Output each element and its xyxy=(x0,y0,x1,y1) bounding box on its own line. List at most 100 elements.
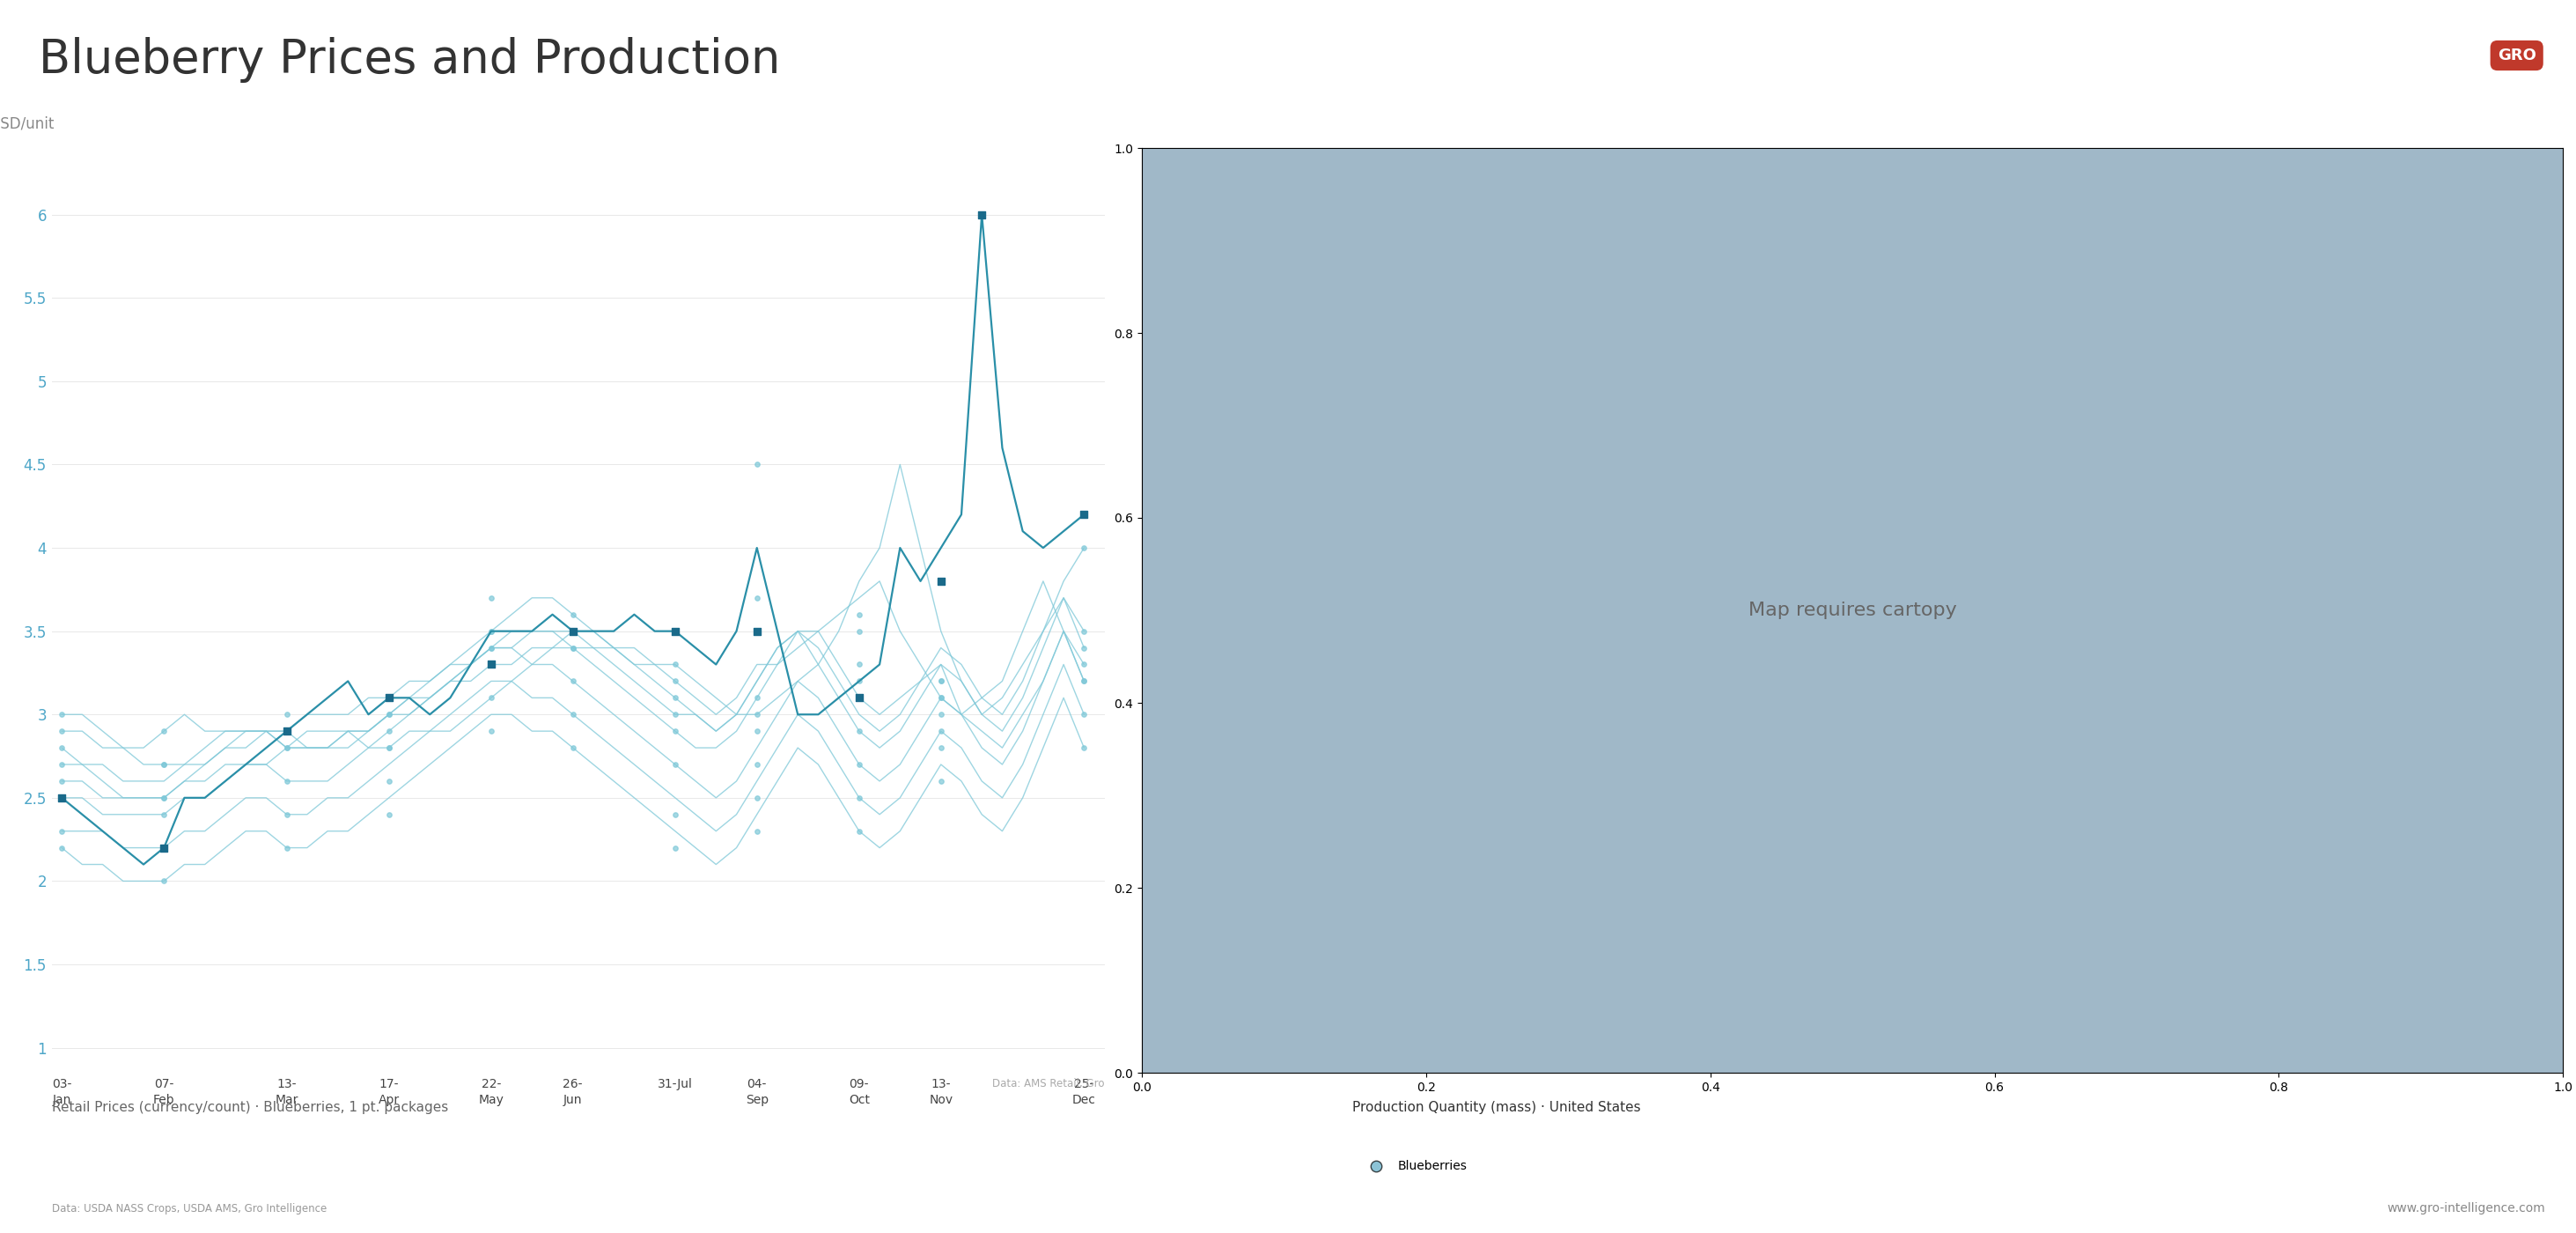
Point xyxy=(144,838,185,858)
Point xyxy=(654,688,696,708)
Point xyxy=(654,721,696,741)
Text: Data: USDA NASS Crops, USDA AMS, Gro Intelligence: Data: USDA NASS Crops, USDA AMS, Gro Int… xyxy=(52,1203,327,1215)
Point xyxy=(551,621,592,641)
Point xyxy=(920,571,961,591)
Point xyxy=(551,637,592,657)
Point xyxy=(265,805,307,825)
Point xyxy=(144,788,185,808)
Text: Retail Prices (currency/count) · Blueberries, 1 pt. packages: Retail Prices (currency/count) · Blueber… xyxy=(52,1101,448,1115)
Point xyxy=(551,621,592,641)
Point xyxy=(840,671,881,690)
Point xyxy=(737,721,778,741)
Point xyxy=(368,704,410,724)
Legend: Blueberries: Blueberries xyxy=(1358,1155,1471,1178)
Point xyxy=(920,688,961,708)
Point xyxy=(654,755,696,774)
Point xyxy=(471,621,513,641)
Point xyxy=(144,721,185,741)
Point xyxy=(737,588,778,608)
Text: Production Quantity (mass) · United States: Production Quantity (mass) · United Stat… xyxy=(1352,1101,1641,1115)
Point xyxy=(961,205,1002,224)
Point xyxy=(920,721,961,741)
Point xyxy=(1064,737,1105,757)
Point xyxy=(840,655,881,674)
Point xyxy=(1064,704,1105,724)
Point xyxy=(654,704,696,724)
Point xyxy=(551,671,592,690)
Point xyxy=(920,704,961,724)
Point xyxy=(41,772,82,792)
Point xyxy=(920,671,961,690)
Point xyxy=(551,737,592,757)
Point xyxy=(144,755,185,774)
Text: GRO: GRO xyxy=(2499,48,2535,63)
Point xyxy=(1064,538,1105,557)
Point xyxy=(840,821,881,841)
Point xyxy=(654,671,696,690)
Point xyxy=(471,655,513,674)
Point xyxy=(551,637,592,657)
Point xyxy=(265,721,307,741)
Point xyxy=(920,737,961,757)
Point xyxy=(265,737,307,757)
Point xyxy=(840,604,881,624)
Point xyxy=(551,621,592,641)
Point xyxy=(368,688,410,708)
Text: Data: AMS Retail, Gro: Data: AMS Retail, Gro xyxy=(992,1078,1105,1089)
Point xyxy=(41,737,82,757)
Point xyxy=(144,872,185,891)
Point xyxy=(471,688,513,708)
Point xyxy=(1064,671,1105,690)
Point xyxy=(1064,655,1105,674)
Point xyxy=(368,704,410,724)
Point xyxy=(471,588,513,608)
Point xyxy=(840,721,881,741)
Point xyxy=(654,805,696,825)
Point xyxy=(737,821,778,841)
Point xyxy=(144,788,185,808)
Point xyxy=(654,838,696,858)
Point xyxy=(144,838,185,858)
Point xyxy=(840,755,881,774)
Point xyxy=(368,688,410,708)
Point xyxy=(144,755,185,774)
Point xyxy=(471,637,513,657)
Point xyxy=(41,721,82,741)
Point xyxy=(737,755,778,774)
Text: www.gro-intelligence.com: www.gro-intelligence.com xyxy=(2388,1202,2545,1215)
Point xyxy=(737,688,778,708)
Point xyxy=(41,755,82,774)
Point xyxy=(920,772,961,792)
Point xyxy=(368,737,410,757)
Point xyxy=(737,621,778,641)
Point xyxy=(471,655,513,674)
Text: Map requires cartopy: Map requires cartopy xyxy=(1749,602,1958,619)
Point xyxy=(265,737,307,757)
Point xyxy=(368,737,410,757)
Point xyxy=(737,704,778,724)
Point xyxy=(920,671,961,690)
Point xyxy=(737,455,778,475)
Point xyxy=(737,788,778,808)
Point xyxy=(41,788,82,808)
Point xyxy=(265,721,307,741)
Point xyxy=(368,805,410,825)
Point xyxy=(471,621,513,641)
Point xyxy=(654,621,696,641)
Point xyxy=(840,621,881,641)
Point xyxy=(41,788,82,808)
Text: USD/unit: USD/unit xyxy=(0,116,54,131)
Point xyxy=(654,655,696,674)
Point xyxy=(920,688,961,708)
Point xyxy=(265,772,307,792)
Point xyxy=(1064,621,1105,641)
Point xyxy=(1064,671,1105,690)
Text: Blueberry Prices and Production: Blueberry Prices and Production xyxy=(39,37,781,83)
Point xyxy=(265,721,307,741)
Point xyxy=(471,637,513,657)
Point xyxy=(41,838,82,858)
Point xyxy=(1064,637,1105,657)
Point xyxy=(551,704,592,724)
Point xyxy=(265,838,307,858)
Point xyxy=(41,821,82,841)
